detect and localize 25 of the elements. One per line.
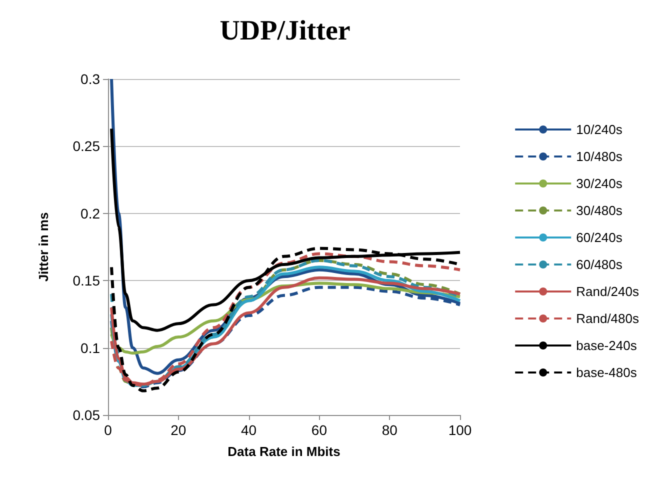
legend-label: 60/480s [576, 257, 623, 272]
legend-label: base-480s [576, 365, 638, 380]
x-tick-label: 40 [241, 422, 257, 438]
x-tick-label: 0 [104, 422, 112, 438]
y-tick-label: 0.2 [80, 205, 100, 222]
legend-label: 30/480s [576, 203, 623, 218]
legend-label: 60/240s [576, 230, 623, 245]
legend-label: Rand/240s [576, 284, 640, 299]
x-tick-label: 20 [170, 422, 186, 438]
chart-title: UDP/Jitter [220, 16, 350, 46]
y-tick-label: 0.25 [72, 138, 100, 154]
x-axis-title: Data Rate in Mbits [228, 444, 340, 459]
y-axis-title: Jitter in ms [36, 212, 51, 282]
x-tick-label: 80 [382, 422, 398, 438]
y-tick-label: 0.3 [80, 71, 100, 87]
legend-label: 10/240s [576, 122, 623, 137]
legend-label: 10/480s [576, 149, 623, 164]
y-tick-label: 0.1 [80, 340, 100, 356]
x-tick-label: 60 [311, 422, 328, 438]
legend-label: Rand/480s [576, 311, 640, 326]
y-tick-label: 0.05 [72, 407, 100, 423]
legend-label: base-240s [576, 338, 638, 353]
y-tick-label: 0.15 [72, 272, 100, 289]
legend-label: 30/240s [576, 176, 623, 191]
x-tick-label: 100 [448, 422, 472, 438]
